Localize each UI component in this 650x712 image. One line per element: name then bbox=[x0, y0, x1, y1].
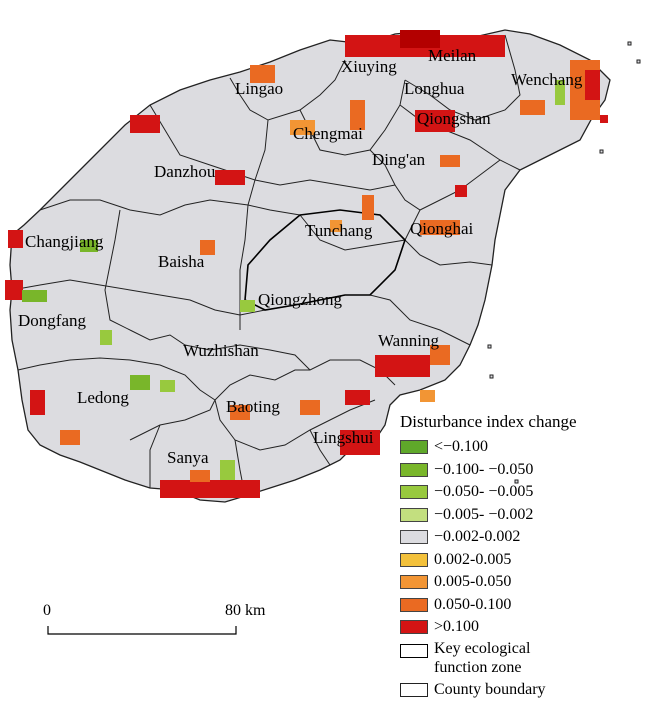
legend-item: −0.002-0.002 bbox=[400, 526, 645, 549]
label-chengmai: Chengmai bbox=[293, 124, 363, 143]
key-zone-label-line2: function zone bbox=[434, 658, 522, 676]
label-qiongzhong: Qiongzhong bbox=[258, 290, 343, 309]
legend-label: >0.100 bbox=[434, 618, 480, 636]
legend-title: Disturbance index change bbox=[400, 412, 577, 431]
legend-swatch bbox=[400, 530, 428, 545]
legend-classes: <−0.100 −0.100- −0.050 −0.050- −0.005 −0.00… bbox=[400, 436, 645, 639]
label-qiongshan: Qiongshan bbox=[417, 109, 491, 128]
label-xiuying: Xiuying bbox=[341, 57, 397, 76]
label-sanya: Sanya bbox=[167, 448, 209, 467]
key-zone-label-line1: Key ecological bbox=[434, 639, 531, 657]
county-boundary-label: County boundary bbox=[434, 680, 546, 698]
legend-label: 0.005-0.050 bbox=[434, 573, 512, 591]
legend-item: 0.005-0.050 bbox=[400, 571, 645, 594]
label-baoting: Baoting bbox=[226, 397, 280, 416]
label-wanning: Wanning bbox=[378, 331, 439, 350]
legend-label: −0.100- −0.050 bbox=[434, 460, 534, 478]
scale-start-label: 0 bbox=[43, 602, 51, 619]
label-dingan: Ding'an bbox=[372, 150, 426, 169]
legend-swatch bbox=[400, 575, 428, 590]
legend-item: <−0.100 bbox=[400, 436, 645, 459]
legend-item-key-zone: Key ecological function zone bbox=[400, 639, 645, 679]
legend-swatch bbox=[400, 462, 428, 477]
label-meilan: Meilan bbox=[428, 46, 477, 65]
scale-end-label: 80 km bbox=[225, 602, 266, 619]
legend-swatch bbox=[400, 485, 428, 500]
offshore-islets bbox=[487, 41, 641, 484]
label-ledong: Ledong bbox=[77, 388, 129, 407]
county-boundary-swatch bbox=[400, 682, 428, 697]
county-boundaries bbox=[11, 34, 521, 497]
legend-swatch bbox=[400, 597, 428, 612]
disturbance-patches bbox=[5, 30, 608, 498]
legend-label: <−0.100 bbox=[434, 438, 489, 456]
legend-item: −0.005- −0.002 bbox=[400, 504, 645, 527]
legend-swatch bbox=[400, 507, 428, 522]
legend-swatch bbox=[400, 620, 428, 635]
label-baisha: Baisha bbox=[158, 252, 205, 271]
legend-swatch bbox=[400, 552, 428, 567]
legend-label: 0.050-0.100 bbox=[434, 595, 512, 613]
label-tunchang: Tunchang bbox=[305, 221, 373, 240]
label-lingshui: Lingshui bbox=[313, 428, 374, 447]
legend-label: −0.002-0.002 bbox=[434, 528, 521, 546]
key-zone-swatch bbox=[400, 643, 428, 658]
label-qionghai: Qionghai bbox=[410, 219, 474, 238]
county-labels: Xiuying Meilan Longhua Qiongshan Wenchan… bbox=[18, 46, 583, 467]
legend-item: −0.050- −0.005 bbox=[400, 481, 645, 504]
legend-item: >0.100 bbox=[400, 616, 645, 639]
label-wenchang: Wenchang bbox=[511, 70, 583, 89]
legend-label: 0.002-0.005 bbox=[434, 550, 512, 568]
legend-item: −0.100- −0.050 bbox=[400, 459, 645, 482]
label-lingao: Lingao bbox=[235, 79, 283, 98]
label-dongfang: Dongfang bbox=[18, 311, 86, 330]
legend: Disturbance index change <−0.100 −0.100- … bbox=[400, 412, 645, 701]
scale-bar-line bbox=[47, 626, 237, 635]
legend-item-county-boundary: County boundary bbox=[400, 679, 645, 702]
label-changjiang: Changjiang bbox=[25, 232, 104, 251]
scale-bar: 0 80 km bbox=[40, 602, 270, 642]
label-longhua: Longhua bbox=[404, 79, 465, 98]
legend-item: 0.002-0.005 bbox=[400, 549, 645, 572]
legend-label: −0.005- −0.002 bbox=[434, 505, 534, 523]
legend-label: −0.050- −0.005 bbox=[434, 483, 534, 501]
label-wuzhishan: Wuzhishan bbox=[183, 341, 259, 360]
legend-swatch bbox=[400, 440, 428, 455]
legend-item: 0.050-0.100 bbox=[400, 594, 645, 617]
key-ecological-zones bbox=[244, 209, 406, 311]
label-danzhou: Danzhou bbox=[154, 162, 216, 181]
